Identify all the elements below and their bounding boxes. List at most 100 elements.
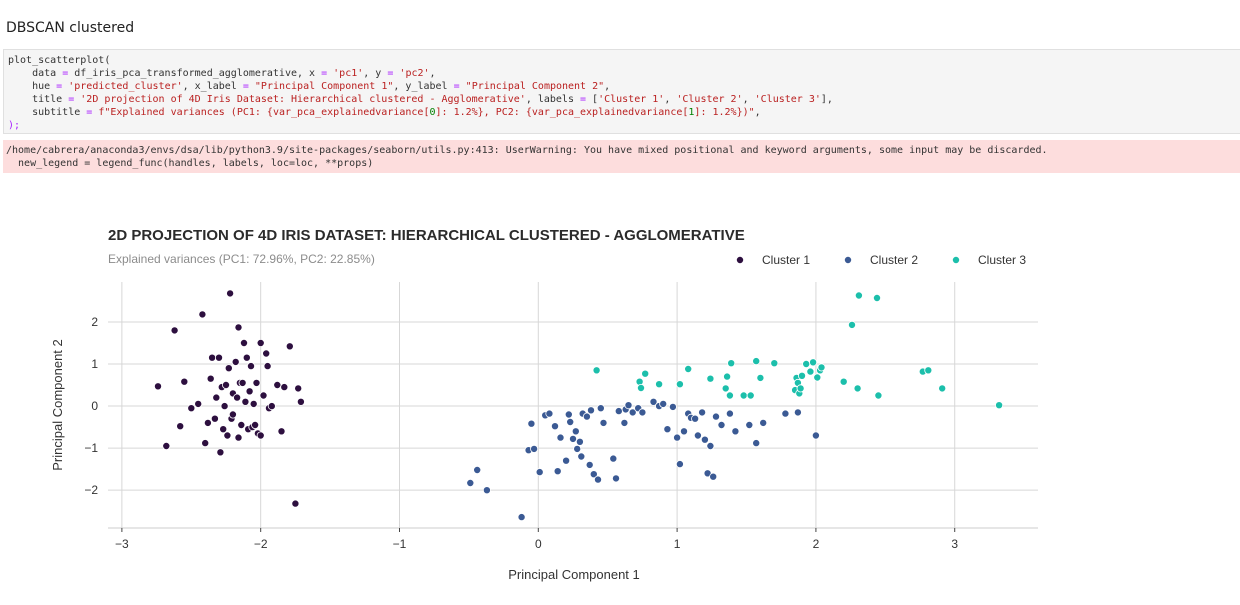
warning-line: /home/cabrera/anaconda3/envs/dsa/lib/pyt… bbox=[6, 145, 1048, 156]
data-point-cluster-2 bbox=[609, 454, 618, 463]
x-tick-label: −2 bbox=[254, 537, 268, 551]
code-token: df_iris_pca_transformed_agglomerative, x bbox=[68, 68, 322, 79]
data-point-cluster-1 bbox=[180, 377, 189, 386]
data-point-cluster-1 bbox=[252, 378, 261, 387]
data-point-cluster-2 bbox=[587, 406, 596, 415]
data-point-cluster-3 bbox=[675, 380, 684, 389]
data-point-cluster-2 bbox=[663, 425, 672, 434]
data-point-cluster-1 bbox=[280, 383, 289, 392]
data-point-cluster-3 bbox=[727, 359, 736, 368]
chart-subtitle: Explained variances (PC1: 72.96%, PC2: 2… bbox=[108, 252, 375, 266]
data-point-cluster-2 bbox=[668, 402, 677, 411]
data-point-cluster-2 bbox=[577, 452, 586, 461]
data-point-cluster-3 bbox=[637, 383, 646, 392]
data-point-cluster-2 bbox=[649, 397, 658, 406]
data-point-cluster-3 bbox=[839, 377, 848, 386]
code-token: data bbox=[8, 68, 63, 79]
data-point-cluster-2 bbox=[628, 408, 637, 417]
data-point-cluster-1 bbox=[208, 353, 217, 362]
y-tick-label: 0 bbox=[91, 399, 98, 413]
code-token: = bbox=[453, 81, 460, 92]
data-point-cluster-2 bbox=[725, 409, 734, 418]
data-point-cluster-1 bbox=[234, 433, 243, 442]
data-point-cluster-1 bbox=[210, 414, 219, 423]
data-point-cluster-1 bbox=[259, 391, 268, 400]
code-token: 'pc2' bbox=[399, 68, 430, 79]
data-point-cluster-1 bbox=[231, 357, 240, 366]
data-point-cluster-3 bbox=[746, 391, 755, 400]
data-point-cluster-3 bbox=[739, 391, 748, 400]
data-point-cluster-2 bbox=[673, 433, 682, 442]
data-point-cluster-2 bbox=[659, 399, 668, 408]
data-point-cluster-1 bbox=[256, 338, 265, 347]
data-point-cluster-1 bbox=[214, 353, 223, 362]
data-point-cluster-1 bbox=[249, 399, 258, 408]
data-point-cluster-2 bbox=[553, 467, 562, 476]
code-token: [ bbox=[586, 94, 599, 105]
code-token: "Principal Component 1" bbox=[254, 81, 394, 92]
data-point-cluster-3 bbox=[853, 384, 862, 393]
x-tick-label: 2 bbox=[813, 537, 820, 551]
code-token: subtitle bbox=[8, 107, 87, 118]
data-point-cluster-3 bbox=[770, 359, 779, 368]
data-point-cluster-3 bbox=[874, 391, 883, 400]
data-point-cluster-3 bbox=[848, 320, 857, 329]
data-point-cluster-3 bbox=[655, 380, 664, 389]
data-point-cluster-1 bbox=[296, 397, 305, 406]
code-token: = bbox=[68, 94, 75, 105]
code-token: , y bbox=[363, 68, 388, 79]
data-point-cluster-3 bbox=[796, 384, 805, 393]
code-token: , bbox=[664, 94, 677, 105]
data-point-cluster-2 bbox=[759, 418, 768, 427]
data-point-cluster-2 bbox=[573, 444, 582, 453]
code-token: , bbox=[754, 107, 761, 118]
data-point-cluster-2 bbox=[517, 513, 526, 522]
data-point-cluster-1 bbox=[228, 410, 237, 419]
code-token: ]: 1.2%})" bbox=[694, 107, 755, 118]
data-point-cluster-1 bbox=[153, 382, 162, 391]
data-point-cluster-2 bbox=[706, 441, 715, 450]
data-point-cluster-3 bbox=[813, 373, 822, 382]
code-line: ); bbox=[8, 120, 20, 131]
code-line: hue = 'predicted_cluster', x_label = "Pr… bbox=[8, 81, 610, 92]
data-point-cluster-3 bbox=[854, 291, 863, 300]
x-tick-label: 1 bbox=[674, 537, 681, 551]
data-point-cluster-1 bbox=[212, 393, 221, 402]
data-point-cluster-1 bbox=[291, 499, 300, 508]
data-point-cluster-1 bbox=[187, 404, 196, 413]
data-point-cluster-2 bbox=[624, 401, 633, 410]
data-point-cluster-1 bbox=[239, 338, 248, 347]
data-point-cluster-3 bbox=[684, 364, 693, 373]
code-token: '2D projection of 4D Iris Dataset: Hiera… bbox=[80, 94, 526, 105]
code-token: = bbox=[56, 81, 63, 92]
data-point-cluster-1 bbox=[251, 420, 260, 429]
code-token: 'pc1' bbox=[333, 68, 364, 79]
data-point-cluster-2 bbox=[614, 407, 623, 416]
code-line: data = df_iris_pca_transformed_agglomera… bbox=[8, 68, 435, 79]
data-point-cluster-2 bbox=[527, 419, 536, 428]
y-tick-label: 2 bbox=[91, 315, 98, 329]
data-point-cluster-2 bbox=[564, 410, 573, 419]
code-token: 1 bbox=[688, 107, 695, 118]
data-point-cluster-1 bbox=[242, 353, 251, 362]
data-point-cluster-2 bbox=[680, 427, 689, 436]
data-point-cluster-2 bbox=[698, 408, 707, 417]
data-point-cluster-1 bbox=[176, 422, 185, 431]
code-token: hue bbox=[8, 81, 57, 92]
data-point-cluster-3 bbox=[873, 294, 882, 303]
code-cell[interactable]: plot_scatterplot( data = df_iris_pca_tra… bbox=[3, 49, 1240, 134]
data-point-cluster-1 bbox=[203, 418, 212, 427]
data-point-cluster-1 bbox=[220, 402, 229, 411]
data-point-cluster-1 bbox=[263, 362, 272, 371]
data-point-cluster-1 bbox=[170, 326, 179, 335]
data-point-cluster-1 bbox=[221, 380, 230, 389]
code-line: subtitle = f"Explained variances (PC1: {… bbox=[8, 107, 761, 118]
code-token: = bbox=[580, 94, 587, 105]
data-point-cluster-1 bbox=[224, 364, 233, 373]
data-point-cluster-2 bbox=[466, 478, 475, 487]
data-point-cluster-2 bbox=[545, 409, 554, 418]
data-point-cluster-1 bbox=[256, 431, 265, 440]
data-point-cluster-3 bbox=[817, 363, 826, 372]
code-editor[interactable]: plot_scatterplot( data = df_iris_pca_tra… bbox=[4, 50, 1240, 136]
data-point-cluster-1 bbox=[245, 387, 254, 396]
